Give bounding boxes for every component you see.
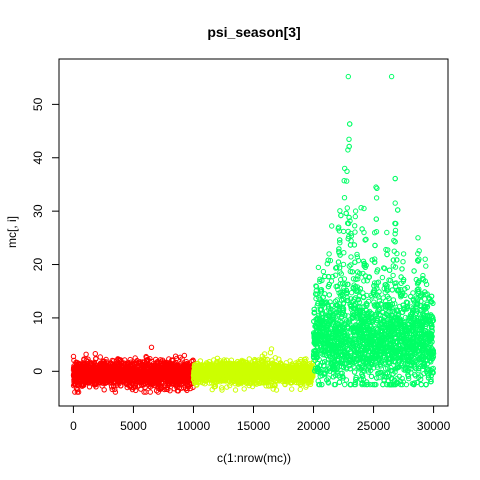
data-point bbox=[141, 389, 147, 395]
data-point bbox=[122, 374, 129, 380]
data-point bbox=[153, 366, 160, 372]
data-point bbox=[143, 353, 149, 360]
data-point bbox=[92, 382, 98, 388]
data-point bbox=[147, 384, 154, 390]
data-point bbox=[127, 356, 133, 363]
data-point bbox=[151, 372, 157, 378]
data-point bbox=[131, 366, 138, 372]
data-point bbox=[184, 365, 190, 371]
data-point bbox=[144, 362, 150, 368]
data-point bbox=[166, 370, 172, 377]
data-point bbox=[150, 361, 157, 367]
data-point bbox=[134, 357, 140, 364]
data-point bbox=[123, 380, 129, 387]
data-point bbox=[115, 378, 121, 385]
data-point bbox=[97, 369, 103, 376]
data-point bbox=[112, 373, 118, 379]
data-point bbox=[174, 388, 181, 394]
data-point bbox=[74, 359, 80, 366]
data-point bbox=[99, 374, 106, 380]
data-points bbox=[70, 73, 437, 395]
series-1 bbox=[70, 344, 197, 395]
data-point bbox=[139, 359, 146, 365]
data-point bbox=[75, 366, 81, 372]
data-point bbox=[148, 379, 155, 385]
data-point bbox=[147, 389, 154, 395]
data-point bbox=[98, 379, 104, 386]
data-point bbox=[118, 367, 124, 373]
data-point bbox=[127, 375, 134, 381]
data-point bbox=[83, 351, 89, 357]
data-point bbox=[108, 365, 114, 372]
data-point bbox=[92, 351, 99, 357]
data-point bbox=[94, 378, 101, 385]
data-point bbox=[138, 386, 144, 392]
data-point bbox=[76, 380, 83, 387]
data-point bbox=[108, 384, 115, 390]
data-point bbox=[182, 365, 188, 371]
data-point bbox=[153, 371, 160, 378]
data-point bbox=[74, 389, 81, 395]
data-point bbox=[94, 366, 100, 372]
data-point bbox=[82, 378, 89, 384]
data-point bbox=[179, 367, 186, 374]
data-point bbox=[174, 364, 180, 371]
data-point bbox=[117, 368, 124, 374]
data-point bbox=[102, 364, 109, 370]
data-point bbox=[106, 377, 112, 384]
data-point bbox=[88, 360, 95, 366]
data-point bbox=[169, 357, 175, 363]
data-point bbox=[97, 354, 104, 360]
data-point bbox=[76, 373, 82, 380]
data-point bbox=[157, 386, 163, 392]
data-point bbox=[134, 360, 140, 367]
data-point bbox=[178, 376, 184, 382]
series-2 bbox=[190, 346, 317, 393]
data-point bbox=[174, 384, 180, 391]
data-point bbox=[118, 357, 124, 363]
data-point bbox=[71, 369, 78, 376]
data-point bbox=[119, 364, 125, 371]
data-point bbox=[86, 372, 92, 378]
data-point bbox=[183, 370, 190, 376]
data-point bbox=[166, 373, 172, 379]
data-point bbox=[112, 389, 119, 395]
data-point bbox=[188, 358, 195, 365]
data-point bbox=[131, 369, 137, 375]
data-point bbox=[83, 362, 90, 369]
data-point bbox=[101, 387, 107, 393]
data-point bbox=[171, 370, 178, 377]
data-point bbox=[70, 372, 77, 378]
data-point bbox=[113, 363, 119, 370]
data-point bbox=[163, 386, 170, 392]
data-point bbox=[81, 356, 87, 362]
data-point bbox=[155, 375, 162, 382]
data-point bbox=[141, 372, 148, 378]
data-point bbox=[112, 386, 118, 393]
data-point bbox=[140, 373, 146, 380]
data-point bbox=[164, 360, 170, 366]
data-point bbox=[124, 374, 131, 381]
data-point bbox=[75, 386, 81, 393]
data-point bbox=[137, 359, 143, 365]
data-point bbox=[86, 384, 93, 390]
chart-title: psi_season[3] bbox=[207, 24, 300, 40]
data-point bbox=[116, 379, 122, 386]
data-point bbox=[129, 361, 135, 367]
data-point bbox=[70, 353, 77, 360]
data-point bbox=[159, 367, 165, 373]
data-point bbox=[97, 361, 103, 368]
data-point bbox=[177, 354, 183, 360]
data-point bbox=[148, 344, 155, 350]
data-point bbox=[177, 380, 184, 386]
data-point bbox=[87, 359, 93, 365]
data-point bbox=[183, 386, 189, 392]
data-point bbox=[123, 379, 130, 386]
data-point bbox=[161, 359, 167, 365]
data-point bbox=[79, 373, 85, 380]
data-point bbox=[177, 369, 183, 375]
